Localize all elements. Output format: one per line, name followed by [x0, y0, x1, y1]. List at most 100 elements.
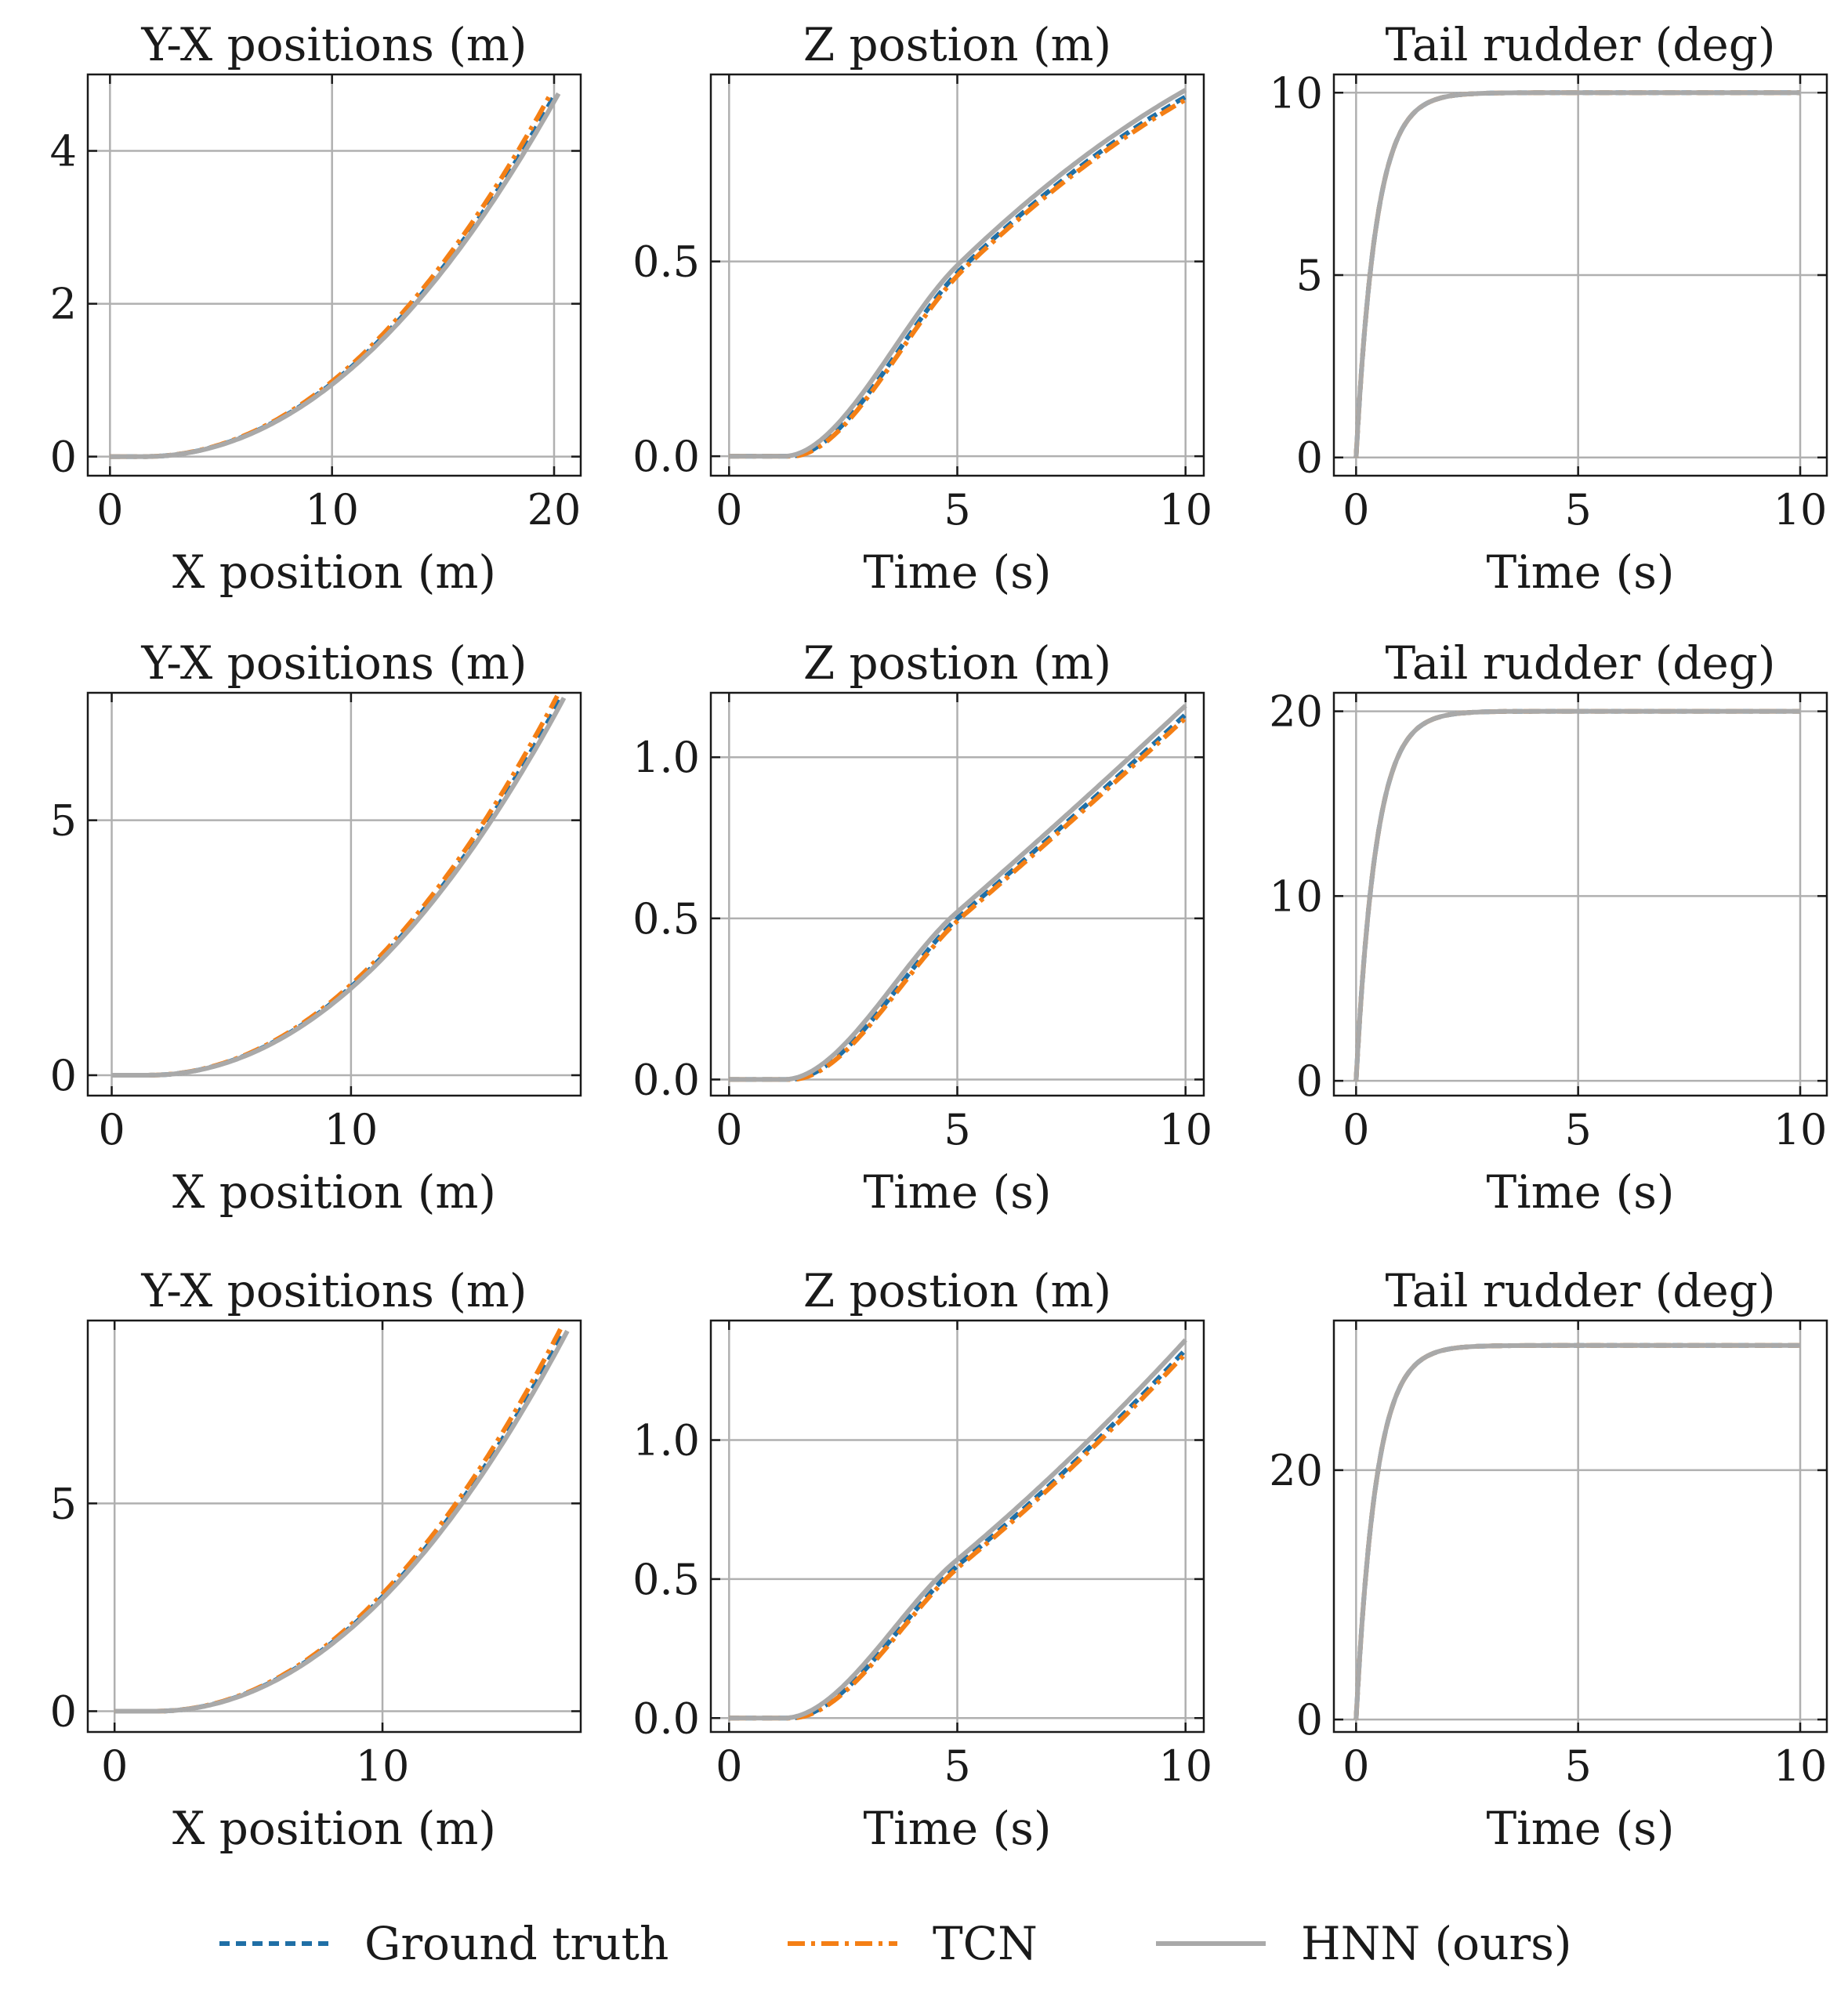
series-line-hnn — [1353, 708, 1800, 1082]
x-tick-label: 20 — [527, 485, 582, 534]
y-tick-label: 5 — [50, 1479, 77, 1528]
y-tick-label: 0.0 — [632, 1055, 700, 1104]
series-line-tcn — [729, 716, 1187, 1082]
series-line-tcn — [114, 1328, 563, 1714]
axes-frame — [86, 1319, 582, 1734]
x-axis-label: X position (m) — [172, 1802, 496, 1855]
subplot-r2c2: 0 5 10 0.0 0.5 1.0 Z postion (m) Time (s) — [632, 636, 1212, 1219]
legend-label-ground-truth: Ground truth — [364, 1917, 669, 1970]
y-tick-label: 0.0 — [632, 432, 700, 481]
x-axis-label: Time (s) — [1486, 1802, 1674, 1855]
series-line-hnn — [729, 704, 1187, 1082]
subplot-title: Y-X positions (m) — [140, 636, 527, 690]
axes-frame — [1332, 1319, 1828, 1734]
x-tick-label: 5 — [1564, 1105, 1591, 1154]
series-line-ground-truth — [729, 1348, 1187, 1721]
y-tick-label: 0 — [50, 1687, 77, 1736]
y-tick-label: 20 — [1269, 1446, 1323, 1495]
x-tick-label: 0 — [98, 1105, 125, 1154]
legend-label-hnn: HNN (ours) — [1301, 1917, 1572, 1970]
y-tick-label: 2 — [50, 280, 77, 329]
x-tick-label: 0 — [1343, 485, 1369, 534]
x-tick-label: 0 — [716, 1105, 742, 1154]
subplot-title: Tail rudder (deg) — [1386, 1264, 1776, 1317]
y-tick-label: 0.5 — [632, 1555, 700, 1604]
subplot-r1c2: 0 5 10 0.0 0.5 Z postion (m) Time (s) — [632, 18, 1212, 599]
subplot-title: Y-X positions (m) — [140, 18, 527, 71]
y-tick-label: 0 — [1296, 1056, 1323, 1106]
x-axis-label: Time (s) — [863, 545, 1051, 599]
series-line-tcn — [111, 694, 560, 1078]
series-line-hnn — [1353, 1342, 1800, 1720]
subplot-title: Z postion (m) — [803, 636, 1111, 690]
series-line-hnn — [729, 1338, 1187, 1721]
x-tick-label: 10 — [305, 485, 359, 534]
x-tick-label: 5 — [944, 485, 970, 534]
axes-frame — [1332, 691, 1828, 1097]
x-axis-label: Time (s) — [1486, 545, 1674, 599]
series-line-hnn — [111, 697, 567, 1078]
x-tick-label: 0 — [96, 485, 123, 534]
subplot-title: Y-X positions (m) — [140, 1264, 527, 1317]
series-line-hnn — [1353, 90, 1800, 458]
x-axis-label: Time (s) — [863, 1165, 1051, 1219]
y-tick-label: 0 — [1296, 1695, 1323, 1745]
y-tick-label: 1.0 — [632, 733, 700, 782]
x-tick-label: 10 — [1158, 485, 1212, 534]
series-line-hnn — [114, 1329, 570, 1714]
subplot-r3c1: 0 10 0 5 Y-X positions (m) X position (m) — [50, 1264, 582, 1855]
y-tick-label: 1.0 — [632, 1416, 700, 1466]
x-tick-label: 0 — [1343, 1741, 1369, 1791]
series-line-hnn — [110, 92, 561, 459]
subplot-r2c3: 0 5 10 0 10 20 Tail rudder (deg) Time (s) — [1269, 636, 1828, 1219]
subplot-title: Z postion (m) — [803, 1264, 1111, 1317]
y-tick-label: 0.5 — [632, 237, 700, 287]
x-tick-label: 10 — [324, 1105, 379, 1154]
y-tick-label: 20 — [1269, 687, 1323, 737]
x-tick-label: 10 — [1774, 485, 1828, 534]
x-axis-label: X position (m) — [172, 545, 496, 599]
y-tick-label: 0 — [50, 433, 77, 482]
x-tick-label: 10 — [1158, 1741, 1212, 1791]
legend: Ground truth TCN HNN (ours) — [219, 1917, 1572, 1970]
series-line-ground-truth — [729, 712, 1187, 1082]
x-tick-label: 5 — [944, 1105, 970, 1154]
y-tick-label: 10 — [1269, 68, 1323, 118]
series-line-ground-truth — [114, 1329, 567, 1714]
axes-frame — [86, 73, 582, 477]
y-tick-label: 10 — [1269, 871, 1323, 921]
subplot-r1c3: 0 5 10 0 5 10 Tail rudder (deg) Time (s) — [1269, 18, 1828, 599]
subplot-r3c2: 0 5 10 0.0 0.5 1.0 Z postion (m) Time (s) — [632, 1264, 1212, 1855]
series-line-hnn — [729, 88, 1187, 459]
series-line-tcn — [110, 90, 554, 459]
x-axis-label: Time (s) — [1486, 1165, 1674, 1219]
x-tick-label: 10 — [356, 1741, 410, 1791]
x-tick-label: 5 — [944, 1741, 970, 1791]
series-line-tcn — [729, 97, 1187, 459]
subplot-title: Tail rudder (deg) — [1386, 636, 1776, 690]
y-tick-label: 0.5 — [632, 894, 700, 944]
subplot-r1c1: 0 10 20 0 2 4 Y-X positions (m) X position (m) — [50, 18, 582, 599]
y-tick-label: 5 — [1296, 251, 1323, 300]
x-axis-label: X position (m) — [172, 1165, 496, 1219]
subplot-r3c3: 0 5 10 0 20 Tail rudder (deg) Time (s) — [1269, 1264, 1828, 1855]
subplot-r2c1: 0 10 0 5 Y-X positions (m) X position (m) — [50, 636, 582, 1219]
x-axis-label: Time (s) — [863, 1802, 1051, 1855]
x-tick-label: 0 — [716, 1741, 742, 1791]
x-tick-label: 5 — [1564, 1741, 1591, 1791]
x-tick-label: 10 — [1774, 1741, 1828, 1791]
y-tick-label: 0 — [1296, 433, 1323, 483]
x-tick-label: 0 — [101, 1741, 128, 1791]
subplot-title: Tail rudder (deg) — [1386, 18, 1776, 71]
x-tick-label: 10 — [1158, 1105, 1212, 1154]
subplot-title: Z postion (m) — [803, 18, 1111, 71]
y-tick-label: 4 — [50, 127, 77, 176]
series-line-ground-truth — [111, 697, 563, 1078]
x-tick-label: 0 — [1343, 1105, 1369, 1154]
y-tick-label: 5 — [50, 796, 77, 846]
axes-frame — [86, 691, 582, 1097]
legend-label-tcn: TCN — [933, 1917, 1038, 1970]
x-tick-label: 0 — [716, 485, 742, 534]
y-tick-label: 0 — [50, 1051, 77, 1100]
